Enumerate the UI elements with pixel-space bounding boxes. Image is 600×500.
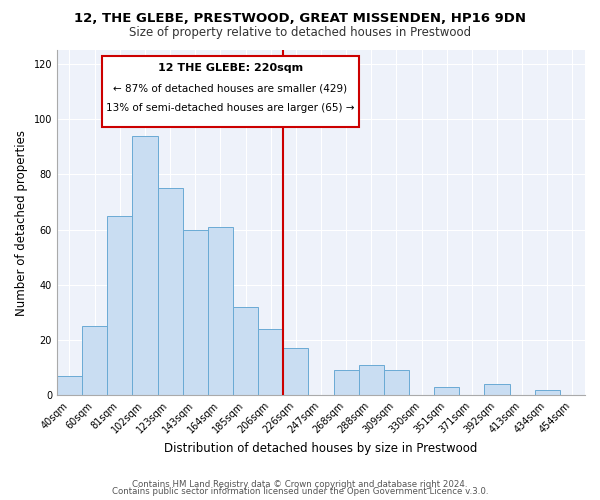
Text: Contains HM Land Registry data © Crown copyright and database right 2024.: Contains HM Land Registry data © Crown c… xyxy=(132,480,468,489)
Bar xyxy=(208,227,233,396)
Bar xyxy=(182,230,208,396)
Bar xyxy=(334,370,359,396)
Bar xyxy=(57,376,82,396)
Bar xyxy=(158,188,182,396)
Bar xyxy=(535,390,560,396)
Text: ← 87% of detached houses are smaller (429): ← 87% of detached houses are smaller (42… xyxy=(113,84,347,94)
Text: 12 THE GLEBE: 220sqm: 12 THE GLEBE: 220sqm xyxy=(158,63,303,73)
X-axis label: Distribution of detached houses by size in Prestwood: Distribution of detached houses by size … xyxy=(164,442,478,455)
FancyBboxPatch shape xyxy=(102,56,359,128)
Bar xyxy=(233,307,258,396)
Bar xyxy=(484,384,509,396)
Bar xyxy=(258,329,283,396)
Bar xyxy=(107,216,133,396)
Bar xyxy=(384,370,409,396)
Bar xyxy=(133,136,158,396)
Text: 13% of semi-detached houses are larger (65) →: 13% of semi-detached houses are larger (… xyxy=(106,103,355,113)
Text: Size of property relative to detached houses in Prestwood: Size of property relative to detached ho… xyxy=(129,26,471,39)
Bar xyxy=(434,387,459,396)
Bar xyxy=(359,365,384,396)
Y-axis label: Number of detached properties: Number of detached properties xyxy=(15,130,28,316)
Bar xyxy=(283,348,308,396)
Text: 12, THE GLEBE, PRESTWOOD, GREAT MISSENDEN, HP16 9DN: 12, THE GLEBE, PRESTWOOD, GREAT MISSENDE… xyxy=(74,12,526,26)
Text: Contains public sector information licensed under the Open Government Licence v.: Contains public sector information licen… xyxy=(112,487,488,496)
Bar xyxy=(82,326,107,396)
